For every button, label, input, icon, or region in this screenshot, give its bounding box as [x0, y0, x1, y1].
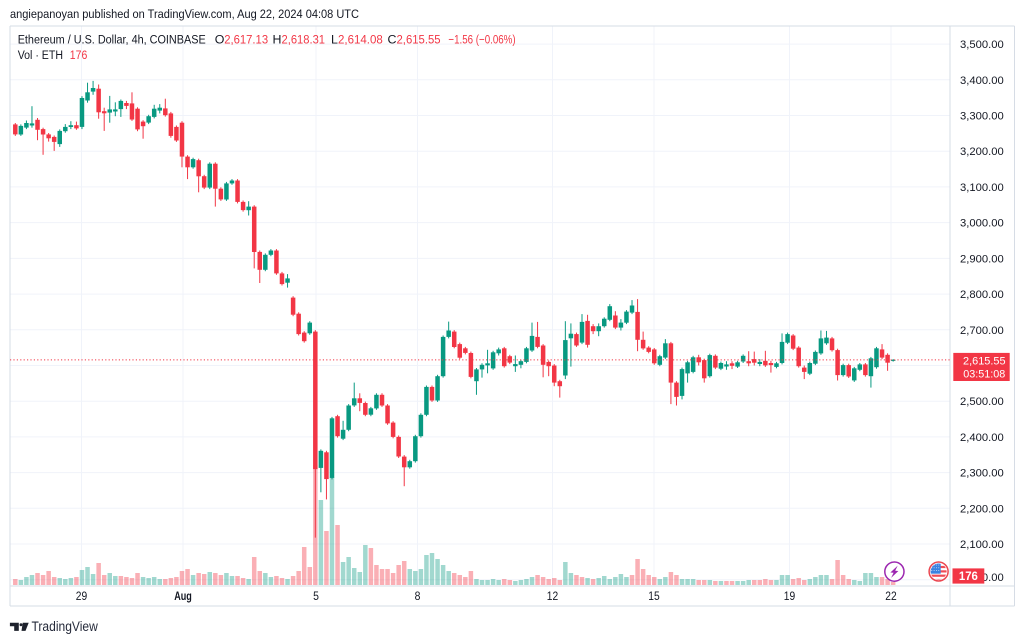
svg-text:176: 176	[959, 571, 978, 583]
svg-text:angiepanoyan published on Trad: angiepanoyan published on TradingView.co…	[10, 7, 359, 21]
svg-text:O: O	[215, 33, 225, 47]
svg-text:2,615.55: 2,615.55	[397, 33, 441, 47]
svg-text:19: 19	[784, 589, 796, 603]
svg-text:H: H	[273, 33, 282, 47]
svg-text:2,700.00: 2,700.00	[960, 325, 1004, 337]
svg-text:Vol · ETH: Vol · ETH	[18, 48, 63, 62]
svg-text:12: 12	[547, 589, 559, 603]
svg-text:2,615.55: 2,615.55	[963, 355, 1006, 367]
svg-text:22: 22	[885, 589, 897, 603]
svg-text:8: 8	[415, 589, 421, 603]
svg-text:Ethereum / U.S. Dollar, 4h, CO: Ethereum / U.S. Dollar, 4h, COINBASE	[18, 33, 206, 47]
svg-text:2,300.00: 2,300.00	[960, 468, 1004, 480]
svg-text:2,800.00: 2,800.00	[960, 289, 1004, 301]
svg-text:5: 5	[313, 589, 319, 603]
svg-text:3,000.00: 3,000.00	[960, 218, 1004, 230]
svg-text:29: 29	[76, 589, 88, 603]
svg-text:3,300.00: 3,300.00	[960, 111, 1004, 123]
svg-text:C: C	[388, 33, 397, 47]
svg-text:2,618.31: 2,618.31	[282, 33, 326, 47]
svg-text:3,200.00: 3,200.00	[960, 146, 1004, 158]
svg-text:176: 176	[70, 48, 88, 62]
svg-text:2,614.08: 2,614.08	[338, 33, 383, 47]
svg-text:3,500.00: 3,500.00	[960, 39, 1004, 51]
svg-text:03:51:08: 03:51:08	[963, 368, 1005, 380]
svg-text:2,200.00: 2,200.00	[960, 503, 1004, 515]
svg-text:TradingView: TradingView	[32, 619, 99, 634]
svg-text:2,400.00: 2,400.00	[960, 432, 1004, 444]
svg-text:−1.56 (−0.06%): −1.56 (−0.06%)	[448, 33, 515, 47]
svg-text:3,400.00: 3,400.00	[960, 75, 1004, 87]
svg-text:2,500.00: 2,500.00	[960, 396, 1004, 408]
svg-text:2,900.00: 2,900.00	[960, 253, 1004, 265]
svg-text:15: 15	[648, 589, 660, 603]
svg-text:2,100.00: 2,100.00	[960, 539, 1004, 551]
svg-text:3,100.00: 3,100.00	[960, 182, 1004, 194]
svg-text:2,617.13: 2,617.13	[224, 33, 268, 47]
svg-text:Aug: Aug	[174, 589, 192, 603]
svg-text:L: L	[331, 33, 338, 47]
